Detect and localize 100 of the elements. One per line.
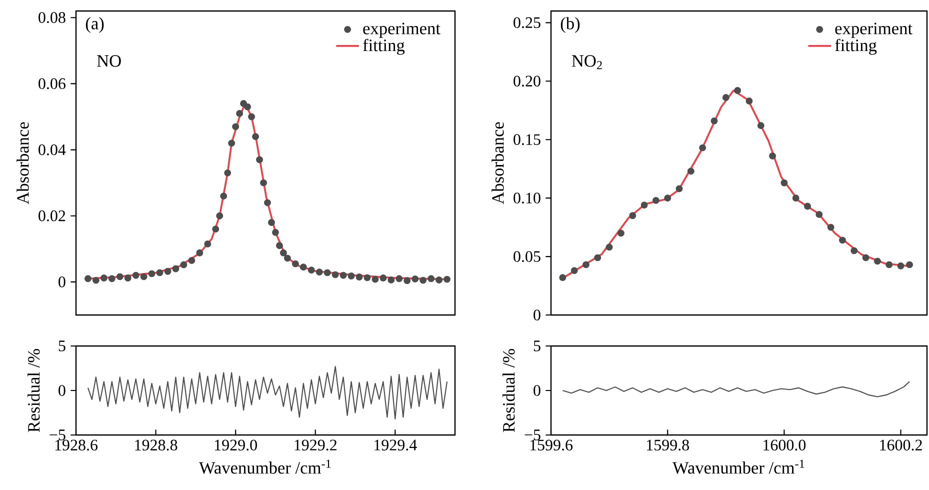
legend-label: fitting [363, 38, 405, 55]
point [284, 254, 291, 262]
point [256, 156, 263, 164]
y-tick-label: 0.06 [38, 78, 66, 90]
point [886, 261, 893, 268]
y-axis-title: Residual /% [28, 348, 40, 432]
point [272, 228, 279, 236]
point [436, 276, 443, 284]
point [769, 152, 776, 160]
point [396, 275, 403, 282]
x-tick-label: 1929.2 [294, 440, 336, 451]
x-axis-title: Wavenumber /cm$^{-1}$ [198, 460, 331, 474]
point [332, 271, 339, 278]
point [606, 244, 613, 251]
y-tick-label: 0 [534, 310, 540, 320]
point [300, 264, 307, 271]
point [316, 268, 323, 276]
y-tick-label: 0 [58, 385, 66, 396]
y-axis-title: Residual /% [502, 348, 515, 432]
annotation: NO$_{2}$ [572, 55, 602, 70]
point [232, 123, 240, 130]
point [664, 194, 672, 202]
point [676, 185, 683, 192]
point [559, 274, 566, 282]
point [839, 236, 846, 244]
y-tick-label: 0.15 [514, 134, 540, 146]
point [372, 276, 379, 283]
legend-label: fitting [835, 38, 877, 55]
point [180, 261, 188, 268]
point [850, 247, 858, 254]
point [244, 103, 252, 110]
x-tick-label: 1599.6 [530, 440, 573, 451]
x-tick-label: 1929.0 [214, 440, 257, 451]
point [340, 272, 347, 279]
point [570, 267, 578, 274]
point [827, 224, 834, 231]
point [420, 276, 427, 284]
point [348, 272, 355, 280]
point [280, 249, 287, 256]
annotation: (a) [86, 17, 104, 33]
point [906, 261, 913, 268]
point [236, 110, 244, 117]
point [780, 179, 788, 186]
y-tick-label: 0.20 [514, 76, 540, 87]
legend-label: experiment [363, 22, 440, 38]
point [224, 169, 232, 176]
y-tick-label: 0.10 [514, 192, 540, 204]
point [734, 87, 742, 94]
y-tick-label: −5 [524, 430, 540, 440]
line-series [562, 381, 910, 398]
point [897, 262, 904, 270]
point [687, 168, 694, 175]
annotation: (b) [560, 17, 580, 33]
point [164, 268, 172, 275]
point [92, 276, 100, 284]
point [594, 254, 602, 262]
point [132, 272, 140, 279]
point [204, 240, 212, 248]
y-tick-label: 0.08 [38, 12, 66, 24]
x-tick-label: 1600.2 [880, 440, 922, 451]
point [248, 113, 256, 120]
y-tick-label: 5 [58, 340, 66, 352]
point [124, 274, 132, 282]
point [100, 274, 108, 282]
point [640, 202, 648, 209]
point [710, 117, 718, 124]
point [268, 219, 275, 226]
point [196, 249, 204, 256]
y-axis-title: Absorbance [16, 122, 29, 204]
legend-label: experiment [835, 22, 912, 38]
point [412, 276, 419, 282]
point [722, 94, 730, 101]
point [746, 98, 753, 104]
point [816, 210, 823, 218]
y-tick-label: 5 [534, 340, 540, 352]
point [582, 261, 590, 268]
y-tick-label: 0.05 [514, 251, 540, 262]
point [108, 275, 116, 282]
y-tick-label: 0.04 [38, 144, 66, 156]
point [757, 122, 764, 130]
point [276, 242, 283, 250]
y-tick-label: −5 [50, 430, 66, 440]
point [444, 276, 450, 283]
x-tick-label: 1928.6 [55, 440, 98, 451]
y-tick-label: 0 [534, 385, 540, 396]
point [172, 265, 180, 272]
point [264, 199, 271, 206]
x-tick-label: 1929.4 [374, 440, 417, 451]
point [308, 266, 315, 274]
point [629, 212, 636, 220]
point [220, 192, 228, 200]
point [140, 273, 148, 280]
point [228, 140, 236, 147]
point [216, 212, 224, 220]
annotation: NO [97, 55, 121, 67]
line-series [87, 366, 448, 420]
point [380, 274, 387, 282]
point [364, 274, 371, 282]
point [804, 202, 811, 210]
point [260, 179, 267, 186]
